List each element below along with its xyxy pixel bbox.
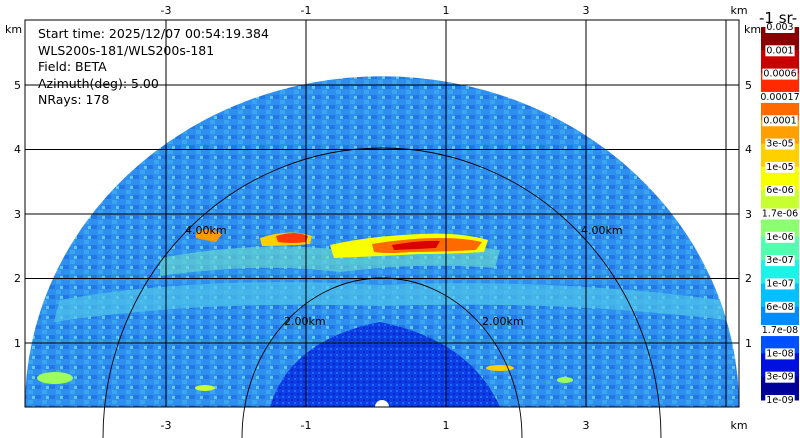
y-tick-left: 2 — [14, 272, 21, 285]
colorbar-label-bg — [765, 395, 795, 406]
y-tick-left: 1 — [14, 337, 21, 350]
colorbar-tick-label: 0.001 — [766, 45, 793, 56]
start-time-text: Start time: 2025/12/07 00:54:19.384 — [38, 26, 269, 41]
y-tick-right: 5 — [745, 79, 752, 92]
colorbar-unit-label: -1 sr- — [759, 9, 798, 27]
colorbar-tick-label: 0.003 — [766, 22, 793, 33]
colorbar-tick-label: 0.00017 — [760, 92, 799, 103]
colorbar-label-bg — [765, 185, 795, 197]
colorbar-label-bg — [760, 325, 800, 337]
colorbar-tick-label: 1.7e-08 — [762, 325, 798, 336]
colorbar-tick-label: 6e-08 — [766, 302, 793, 313]
colorbar-label-bg — [765, 161, 795, 173]
colorbar-tick-label: 1e-05 — [766, 162, 793, 173]
colorbar-tick-label: 1e-07 — [766, 278, 793, 289]
azimuth-text: Azimuth(deg): 5.00 — [38, 75, 159, 91]
colorbar-tick-label: 3e-09 — [766, 372, 793, 383]
field-text: Field: BETA — [38, 59, 107, 74]
y-unit-right: km — [744, 23, 761, 36]
ring-label-2km-left: 2.00km — [284, 315, 326, 328]
colorbar-tick-label: 0.0006 — [763, 69, 796, 80]
y-tick-left: 3 — [14, 208, 21, 221]
x-tick-top: -3 — [161, 4, 172, 17]
colorbar-label-bg — [760, 208, 800, 220]
colorbar: 0.003 0.001 0.0006 0.00017 0.0001 3e-05 1e-05 6… — [759, 22, 800, 406]
ring-label-4km-right: 4.00km — [581, 224, 623, 237]
x-tick-bottom: 1 — [443, 419, 450, 432]
colorbar-label-bg — [759, 91, 800, 103]
colorbar-tick-label: 0.0001 — [763, 115, 796, 126]
colorbar-label-bg — [765, 138, 795, 150]
colorbar-tick-label: 1e-06 — [766, 232, 793, 243]
x-tick-bottom: 3 — [583, 419, 590, 432]
y-tick-right: 3 — [745, 208, 752, 221]
range-rings — [102, 147, 662, 438]
x-tick-bottom: -3 — [161, 419, 172, 432]
nrays-text: NRays: 178 — [38, 92, 110, 107]
colorbar-tick-label: 3e-05 — [766, 139, 793, 150]
colorbar-tick-label: 6e-06 — [766, 185, 793, 196]
x-tick-bottom: -1 — [301, 419, 312, 432]
colorbar-label-bg — [765, 278, 795, 290]
colorbar-label-bg — [765, 371, 795, 383]
colorbar-label-bg — [765, 255, 795, 267]
x-unit-bottom: km — [730, 419, 747, 432]
colorbar-tick-label: 1e-09 — [766, 395, 793, 406]
colorbar-label-bg — [765, 45, 795, 57]
y-tick-left: 5 — [14, 79, 21, 92]
x-tick-top: 1 — [443, 4, 450, 17]
colorbar-tick-label: 1e-08 — [766, 348, 793, 359]
y-unit-left: km — [5, 23, 22, 36]
colorbar-label-bg — [762, 68, 798, 80]
instrument-text: WLS200s-181/WLS200s-181 — [38, 42, 215, 58]
colorbar-label-bg — [765, 348, 795, 360]
x-tick-top: -1 — [301, 4, 312, 17]
ring-label-2km-right: 2.00km — [482, 315, 524, 328]
plot-frame — [24, 19, 740, 408]
y-tick-right: 1 — [745, 337, 752, 350]
colorbar-tick-label: 3e-07 — [766, 255, 793, 266]
colorbar-tick-label: 1.7e-06 — [762, 209, 798, 220]
y-tick-left: 4 — [14, 143, 21, 156]
colorbar-label-bg — [762, 115, 798, 127]
x-tick-top: 3 — [583, 4, 590, 17]
grid — [25, 20, 739, 407]
colorbar-label-bg — [765, 231, 795, 243]
scan-info: Start time: 2025/12/07 00:54:19.384 WLS2… — [38, 26, 269, 109]
ring-label-4km-left: 4.00km — [185, 224, 227, 237]
colorbar-label-bg — [765, 22, 795, 33]
x-unit-top: km — [730, 4, 747, 17]
colorbar-label-bg — [765, 301, 795, 313]
beta-field-image — [25, 76, 739, 407]
y-tick-right: 4 — [745, 143, 752, 156]
y-tick-right: 2 — [745, 272, 752, 285]
